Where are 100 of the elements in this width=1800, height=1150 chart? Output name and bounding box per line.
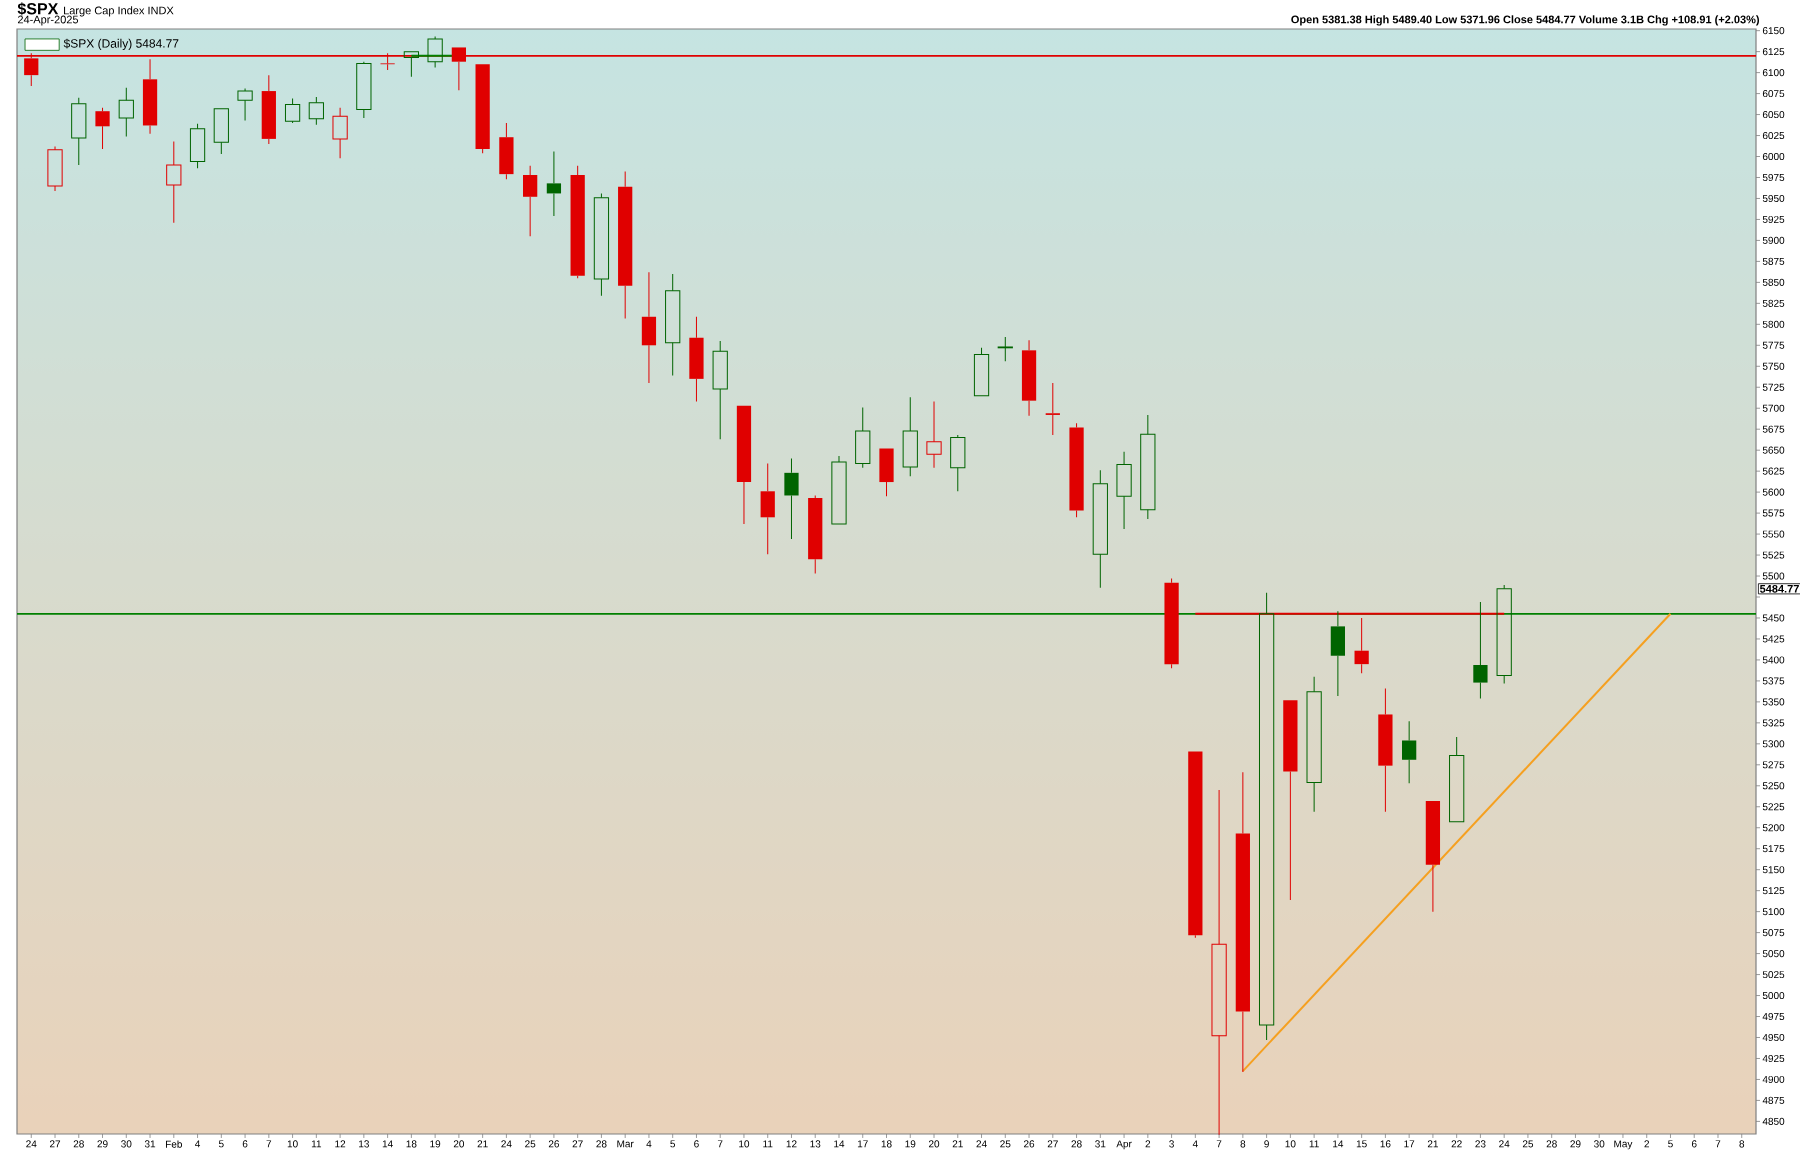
candlestick	[736, 405, 752, 525]
x-tick-label: 28	[1071, 1140, 1082, 1148]
x-tick-label: 8	[1240, 1140, 1246, 1148]
text: 5484.77	[1759, 584, 1799, 593]
candlestick	[831, 455, 847, 525]
x-tick-label: 30	[1594, 1140, 1605, 1148]
x-tick-label: 24	[501, 1140, 512, 1148]
candlestick	[1354, 617, 1369, 674]
x-tick-label: 2	[1145, 1140, 1151, 1148]
y-tick-label: 5525	[1762, 551, 1785, 559]
y-tick-label: 5025	[1762, 971, 1785, 979]
x-tick-label: 21	[952, 1140, 963, 1148]
x-tick-label: 6	[1691, 1140, 1697, 1148]
candlestick	[546, 150, 562, 217]
candlestick	[47, 145, 63, 192]
y-tick-label: 4850	[1762, 1117, 1785, 1125]
x-tick-label: 27	[572, 1140, 583, 1148]
y-tick-label: 5225	[1762, 803, 1785, 811]
y-tick-label: 6025	[1762, 131, 1785, 140]
x-tick-label: 29	[97, 1140, 108, 1148]
y-tick-label: 5400	[1762, 656, 1785, 664]
x-tick-label: 13	[810, 1140, 821, 1148]
x-tick-label: 16	[1380, 1140, 1391, 1148]
candlestick	[118, 87, 134, 137]
x-tick-label: 11	[763, 1140, 773, 1148]
candlestick	[760, 463, 775, 555]
text: Large Cap Index INDX	[64, 6, 174, 17]
x-tick-label: 26	[1023, 1140, 1035, 1148]
x-tick-label: 5	[1668, 1140, 1673, 1148]
y-tick-label: 6125	[1762, 48, 1785, 56]
x-tick-label: 13	[359, 1140, 369, 1148]
y-tick-label: 4925	[1762, 1054, 1785, 1063]
candlestick	[1378, 687, 1393, 813]
x-tick-label: 23	[1475, 1140, 1486, 1148]
y-tick-label: 5975	[1762, 173, 1785, 182]
candlestick	[261, 74, 276, 145]
x-tick-label: Apr	[1116, 1140, 1132, 1150]
x-tick-label: 7	[1216, 1140, 1222, 1148]
candlestick	[1188, 751, 1203, 939]
x-tick-label: 19	[905, 1140, 916, 1148]
y-tick-label: 5325	[1762, 719, 1785, 727]
y-tick-label: 5850	[1762, 278, 1785, 286]
x-tick-label: 7	[266, 1140, 272, 1148]
text: Open 5381.38 High 5489.40 Low 5371.96 Close 5484.77 Volume 3.1B Chg +108.91 (+2.03%)	[1291, 15, 1760, 26]
y-tick-label: 5675	[1762, 425, 1785, 433]
y-tick-label: 5875	[1762, 257, 1785, 265]
y-tick-label: 5725	[1762, 383, 1785, 391]
y-tick-label: 5250	[1762, 782, 1785, 790]
candlestick	[926, 401, 942, 469]
candlestick	[1045, 382, 1060, 436]
x-tick-label: 12	[786, 1140, 797, 1148]
x-tick-label: 7	[1715, 1140, 1721, 1148]
candlestick	[403, 51, 419, 78]
y-tick-label: 6000	[1762, 152, 1785, 161]
x-tick-label: 6	[242, 1140, 248, 1148]
candlestick	[166, 140, 182, 224]
y-tick-label: 5750	[1762, 362, 1785, 370]
candlestick	[1116, 451, 1132, 530]
x-tick-label: 28	[596, 1140, 607, 1148]
y-tick-label: 5925	[1762, 215, 1785, 223]
y-tick-label: 4900	[1762, 1075, 1785, 1083]
x-tick-label: Feb	[166, 1140, 182, 1148]
legend-label: $SPX (Daily) 5484.77	[63, 38, 179, 51]
x-tick-label: 28	[1546, 1140, 1557, 1148]
y-tick-label: 5825	[1762, 299, 1785, 307]
x-tick-label: 10	[1285, 1140, 1296, 1148]
y-tick-label: 5600	[1762, 488, 1785, 496]
x-tick-label: 25	[1000, 1140, 1011, 1148]
x-tick-label: 7	[717, 1140, 723, 1148]
x-tick-label: 12	[335, 1140, 346, 1148]
y-tick-label: 5125	[1762, 887, 1785, 895]
y-tick-label: 5450	[1762, 614, 1785, 622]
candlestick	[1258, 592, 1275, 1041]
candlestick	[665, 273, 681, 376]
x-tick-label: 11	[1309, 1140, 1319, 1148]
x-tick-label: 3	[1169, 1140, 1174, 1148]
candlestick	[689, 316, 704, 403]
x-tick-label: 21	[1427, 1140, 1438, 1148]
candlestick	[1330, 610, 1346, 697]
y-tick-label: 5500	[1762, 572, 1785, 580]
x-tick-label: 17	[1404, 1140, 1415, 1148]
x-tick-label: 9	[1264, 1140, 1269, 1148]
x-tick-label: 24	[976, 1140, 987, 1148]
y-tick-label: 5950	[1762, 194, 1785, 202]
x-tick-label: 15	[1356, 1140, 1367, 1148]
candlestick	[855, 406, 871, 469]
candlestick	[475, 64, 490, 154]
x-tick-label: 8	[1739, 1140, 1745, 1148]
candlestick	[1164, 578, 1179, 669]
y-tick-label: 5625	[1762, 467, 1785, 475]
y-tick-label: 4875	[1762, 1096, 1785, 1104]
x-tick-label: 24	[1499, 1140, 1510, 1148]
y-tick-label: 6075	[1762, 90, 1785, 98]
candlestick	[641, 271, 657, 384]
y-tick-label: 5350	[1762, 698, 1785, 706]
x-tick-label: 24	[26, 1140, 37, 1148]
x-tick-label: 22	[1451, 1140, 1462, 1148]
x-tick-label: 28	[73, 1140, 84, 1148]
candlestick	[879, 448, 894, 497]
candlestick	[712, 340, 728, 440]
